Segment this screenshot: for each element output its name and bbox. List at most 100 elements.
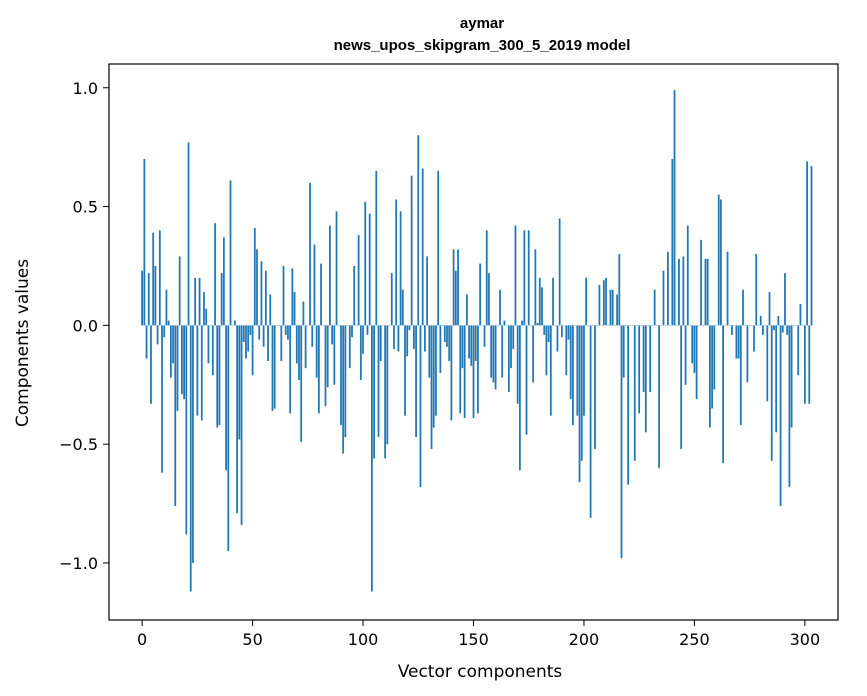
bar-261 <box>717 194 720 326</box>
bar-280 <box>759 315 762 326</box>
bar-92 <box>344 325 347 438</box>
bar-77 <box>311 325 314 347</box>
bar-186 <box>552 277 554 326</box>
bar-118 <box>401 289 404 326</box>
bar-146 <box>463 325 466 419</box>
x-tick-label: 100 <box>348 630 379 649</box>
bar-244 <box>680 325 683 449</box>
bar-18 <box>181 325 183 395</box>
y-axis-ticks: −1.0 −0.5 0.0 0.5 1.0 <box>59 79 109 573</box>
bar-270 <box>737 325 740 359</box>
bar-291 <box>784 273 786 326</box>
bar-166 <box>507 325 510 392</box>
bar-35 <box>218 325 221 426</box>
bar-216 <box>618 254 621 326</box>
bar-73 <box>302 301 305 326</box>
bar-9 <box>161 325 163 473</box>
bar-81 <box>320 263 322 326</box>
bar-74 <box>304 325 307 369</box>
bar-203 <box>589 325 592 518</box>
bar-220 <box>627 325 630 485</box>
bar-70 <box>295 325 298 364</box>
bar-102 <box>366 325 369 335</box>
bar-153 <box>479 263 482 326</box>
bar-277 <box>753 325 755 352</box>
bar-147 <box>465 294 468 326</box>
bar-200 <box>583 325 585 416</box>
bar-240 <box>671 159 674 326</box>
bar-17 <box>178 256 181 326</box>
bar-27 <box>200 325 203 421</box>
bar-60 <box>273 325 276 409</box>
bar-210 <box>605 277 607 326</box>
bar-46 <box>242 325 245 342</box>
bar-29 <box>205 308 208 326</box>
bar-120 <box>406 325 409 357</box>
bar-297 <box>797 325 800 376</box>
bar-111 <box>386 325 389 445</box>
bar-129 <box>426 256 428 326</box>
bar-34 <box>216 325 219 428</box>
bar-49 <box>249 325 252 335</box>
bar-168 <box>512 325 515 350</box>
bar-132 <box>432 325 435 428</box>
bar-133 <box>435 325 437 416</box>
bar-30 <box>207 325 210 364</box>
bar-36 <box>220 273 223 326</box>
bar-10 <box>163 325 166 338</box>
bar-251 <box>695 325 698 400</box>
bar-269 <box>735 325 738 359</box>
bar-83 <box>324 325 327 407</box>
bar-39 <box>227 325 230 552</box>
y-axis-label: Components values <box>13 259 33 427</box>
bar-125 <box>417 135 420 326</box>
bar-126 <box>419 325 422 487</box>
bar-58 <box>269 294 272 326</box>
bar-51 <box>253 227 256 326</box>
bar-14 <box>172 325 174 364</box>
bar-13 <box>169 325 172 378</box>
bar-286 <box>773 325 775 331</box>
bar-144 <box>459 325 462 414</box>
bar-303 <box>810 166 813 326</box>
bar-228 <box>644 325 647 433</box>
bar-22 <box>189 325 192 592</box>
bar-8 <box>158 230 161 326</box>
bar-127 <box>421 168 424 326</box>
bar-99 <box>359 325 362 381</box>
bar-137 <box>443 325 446 342</box>
y-tick-label: −1.0 <box>59 554 98 573</box>
bar-290 <box>781 325 784 333</box>
bar-217 <box>620 325 623 559</box>
bar-53 <box>258 325 261 340</box>
x-axis-ticks: 0 50 100 150 200 250 300 <box>137 620 820 649</box>
bar-50 <box>251 325 254 376</box>
bar-289 <box>779 325 782 506</box>
bar-253 <box>700 239 702 326</box>
bar-293 <box>788 325 791 487</box>
bar-series <box>141 90 813 592</box>
bar-87 <box>333 325 336 385</box>
bar-91 <box>342 325 345 454</box>
bar-128 <box>424 325 426 352</box>
bar-156 <box>485 230 488 326</box>
bar-257 <box>708 325 711 428</box>
bar-141 <box>452 249 455 326</box>
bar-121 <box>408 325 411 331</box>
bar-201 <box>585 277 588 326</box>
bar-197 <box>576 325 579 416</box>
bar-100 <box>362 325 364 354</box>
bar-59 <box>271 325 274 411</box>
bar-66 <box>287 325 289 340</box>
bar-225 <box>638 325 641 414</box>
bar-243 <box>678 258 680 326</box>
bar-68 <box>291 268 294 326</box>
bar-190 <box>560 325 563 338</box>
y-tick-label: 0.5 <box>73 198 98 217</box>
bar-65 <box>284 325 287 335</box>
bar-169 <box>514 225 517 326</box>
bar-21 <box>187 142 190 326</box>
bar-177 <box>532 325 535 383</box>
bar-96 <box>353 265 356 326</box>
bar-256 <box>706 258 709 326</box>
